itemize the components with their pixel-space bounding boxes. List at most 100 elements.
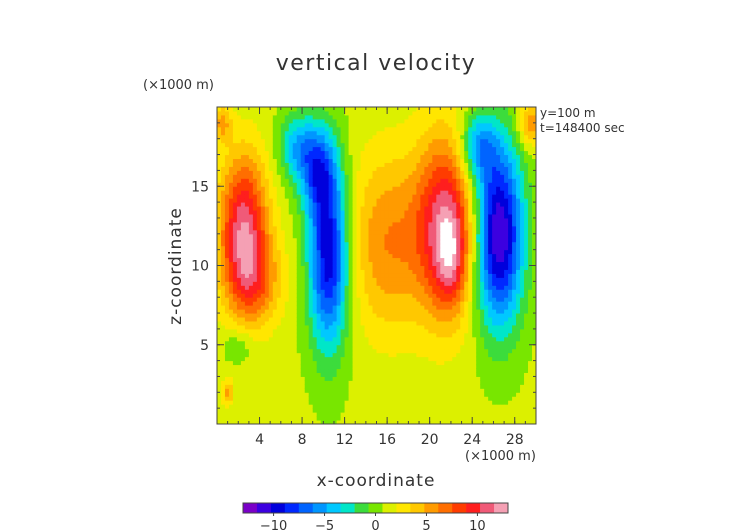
heatmap-cell bbox=[432, 416, 437, 421]
heatmap-cell bbox=[428, 217, 433, 223]
heatmap-cell bbox=[260, 392, 266, 397]
heatmap-cell bbox=[260, 297, 266, 302]
heatmap-cell bbox=[440, 118, 445, 124]
heatmap-cell bbox=[344, 138, 350, 144]
heatmap-cell bbox=[356, 221, 362, 227]
heatmap-cell bbox=[424, 225, 429, 231]
heatmap-cell bbox=[224, 213, 230, 219]
heatmap-cell bbox=[388, 356, 393, 362]
heatmap-cell bbox=[428, 202, 433, 207]
heatmap-cell bbox=[456, 178, 461, 183]
heatmap-cell bbox=[292, 317, 298, 322]
heatmap-cell bbox=[364, 150, 370, 156]
heatmap-cell bbox=[244, 146, 250, 152]
heatmap-cell bbox=[372, 241, 377, 247]
heatmap-cell bbox=[428, 277, 433, 282]
heatmap-cell bbox=[432, 257, 437, 263]
heatmap-cell bbox=[340, 150, 346, 156]
heatmap-cell bbox=[428, 118, 433, 124]
heatmap-cell bbox=[256, 249, 262, 255]
heatmap-cell bbox=[396, 206, 401, 211]
heatmap-cell bbox=[332, 317, 338, 322]
heatmap-cell bbox=[336, 380, 342, 385]
heatmap-cell bbox=[340, 213, 346, 219]
heatmap-cell bbox=[356, 269, 362, 274]
heatmap-cell bbox=[460, 317, 465, 322]
heatmap-cell bbox=[432, 114, 437, 120]
heatmap-cell bbox=[228, 396, 234, 401]
heatmap-cell bbox=[280, 221, 286, 227]
heatmap-cell bbox=[260, 186, 266, 191]
heatmap-cell bbox=[217, 182, 222, 187]
heatmap-cell bbox=[448, 221, 453, 227]
heatmap-cell bbox=[364, 174, 370, 179]
heatmap-cell bbox=[420, 110, 425, 116]
heatmap-cell bbox=[232, 352, 238, 358]
heatmap-cell bbox=[372, 237, 377, 243]
heatmap-cell bbox=[400, 348, 405, 354]
heatmap-cell bbox=[348, 257, 354, 263]
heatmap-cell bbox=[348, 408, 354, 413]
heatmap-cell bbox=[400, 182, 405, 187]
heatmap-cell bbox=[436, 348, 441, 354]
heatmap-cell bbox=[380, 412, 385, 417]
heatmap-cell bbox=[456, 170, 461, 175]
heatmap-cell bbox=[356, 118, 362, 124]
heatmap-cell bbox=[292, 281, 298, 286]
heatmap-cell bbox=[344, 190, 350, 195]
heatmap-cell bbox=[384, 344, 389, 350]
annotation-time: t=148400 sec bbox=[540, 121, 625, 135]
heatmap-cell bbox=[368, 281, 374, 286]
heatmap-cell bbox=[352, 305, 358, 310]
heatmap-cell bbox=[352, 237, 358, 243]
heatmap-cell bbox=[276, 134, 282, 140]
heatmap-cell bbox=[224, 245, 230, 251]
heatmap-cell bbox=[452, 320, 457, 326]
heatmap-cell bbox=[220, 146, 226, 152]
heatmap-cell bbox=[448, 289, 453, 294]
heatmap-cell bbox=[356, 376, 362, 381]
heatmap-cell bbox=[308, 420, 314, 425]
heatmap-cell bbox=[260, 344, 266, 350]
heatmap-cell bbox=[288, 356, 294, 362]
heatmap-cell bbox=[332, 229, 338, 235]
heatmap-cell bbox=[464, 328, 469, 334]
heatmap-cell bbox=[448, 178, 453, 183]
heatmap-cell bbox=[292, 146, 298, 152]
heatmap-cell bbox=[380, 396, 385, 401]
heatmap-cell bbox=[280, 225, 286, 231]
heatmap-cell bbox=[412, 297, 417, 302]
heatmap-cell bbox=[400, 249, 405, 255]
heatmap-cell bbox=[436, 253, 441, 259]
heatmap-cell bbox=[452, 178, 457, 183]
heatmap-cell bbox=[300, 146, 306, 152]
heatmap-cell bbox=[244, 396, 250, 401]
heatmap-cell bbox=[428, 281, 433, 286]
heatmap-cell bbox=[240, 269, 246, 274]
heatmap-cell bbox=[384, 396, 389, 401]
chart-title: vertical velocity bbox=[276, 51, 477, 76]
heatmap-cell bbox=[336, 408, 342, 413]
heatmap-cell bbox=[428, 380, 433, 385]
heatmap-cell bbox=[460, 249, 465, 255]
heatmap-cell bbox=[452, 388, 457, 393]
heatmap-cell bbox=[220, 210, 226, 215]
heatmap-cell bbox=[372, 107, 377, 112]
heatmap-cell bbox=[440, 384, 445, 389]
heatmap-cell bbox=[412, 412, 417, 417]
heatmap-cell bbox=[260, 356, 266, 362]
heatmap-cell bbox=[412, 317, 417, 322]
heatmap-cell bbox=[408, 408, 413, 413]
heatmap-cell bbox=[256, 245, 262, 251]
heatmap-cell bbox=[244, 392, 250, 397]
heatmap-cell bbox=[444, 317, 449, 322]
heatmap-cell bbox=[268, 352, 274, 358]
heatmap-cell bbox=[264, 206, 270, 211]
heatmap-cell bbox=[284, 237, 290, 243]
heatmap-cell bbox=[276, 190, 282, 195]
heatmap-cell bbox=[224, 217, 230, 223]
heatmap-cell bbox=[260, 408, 266, 413]
heatmap-cell bbox=[360, 198, 366, 203]
heatmap-cell bbox=[232, 178, 238, 183]
heatmap-cell bbox=[348, 186, 354, 191]
